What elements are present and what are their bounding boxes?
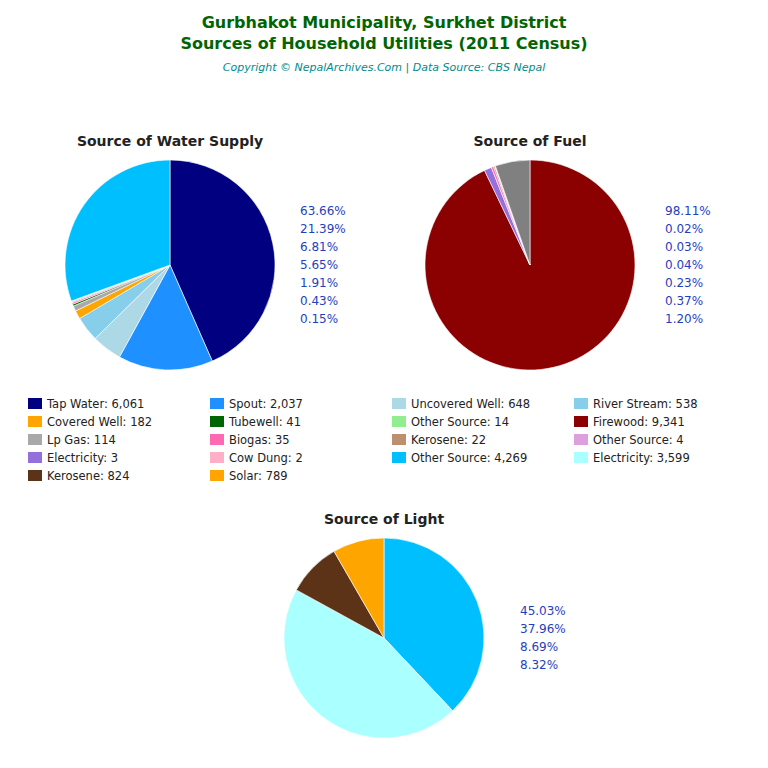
pie-title: Source of Fuel	[474, 133, 587, 149]
legend: Tap Water: 6,061 Spout: 2,037 Uncovered We…	[28, 397, 698, 483]
legend-swatch	[210, 416, 224, 427]
percent-label: 1.20%	[665, 312, 703, 326]
legend-label: River Stream: 538	[593, 397, 698, 411]
percent-label: 37.96%	[520, 622, 566, 636]
title-line: Sources of Household Utilities (2011 Cen…	[180, 34, 587, 53]
percent-label: 63.66%	[300, 204, 346, 218]
legend-label: Electricity: 3	[47, 451, 118, 465]
legend-swatch	[574, 398, 588, 409]
legend-label: Kerosene: 824	[47, 469, 129, 483]
chart-root: Gurbhakot Municipality, Surkhet District…	[0, 0, 768, 768]
legend-label: Other Source: 14	[411, 415, 509, 429]
legend-swatch	[392, 434, 406, 445]
percent-label: 6.81%	[300, 240, 338, 254]
title-line: Gurbhakot Municipality, Surkhet District	[202, 13, 567, 32]
legend-swatch	[574, 434, 588, 445]
legend-swatch	[28, 416, 42, 427]
percent-label: 45.03%	[520, 604, 566, 618]
pie-slice	[425, 160, 635, 370]
legend-label: Kerosene: 22	[411, 433, 486, 447]
percent-label: 21.39%	[300, 222, 346, 236]
legend-swatch	[210, 434, 224, 445]
pie-title: Source of Water Supply	[77, 133, 263, 149]
legend-swatch	[392, 398, 406, 409]
legend-label: Cow Dung: 2	[229, 451, 303, 465]
legend-swatch	[210, 398, 224, 409]
legend-label: Tubewell: 41	[228, 415, 301, 429]
title: Gurbhakot Municipality, Surkhet District…	[180, 13, 587, 53]
legend-swatch	[28, 434, 42, 445]
percent-label: 8.32%	[520, 658, 558, 672]
background	[0, 0, 768, 768]
percent-label: 98.11%	[665, 204, 711, 218]
legend-swatch	[210, 452, 224, 463]
subtitle: Copyright © NepalArchives.Com | Data Sou…	[223, 61, 545, 74]
pie-chart: Source of Light 45.03% 37.96% 8.69% 8.32%	[284, 511, 566, 738]
percent-label: 8.69%	[520, 640, 558, 654]
legend-label: Covered Well: 182	[47, 415, 152, 429]
legend-swatch	[210, 470, 224, 481]
legend-swatch	[28, 398, 42, 409]
legend-label: Solar: 789	[229, 469, 288, 483]
percent-label: 1.91%	[300, 276, 338, 290]
legend-swatch	[392, 416, 406, 427]
percent-label: 0.15%	[300, 312, 338, 326]
pie-slice	[495, 160, 530, 265]
percent-label: 5.65%	[300, 258, 338, 272]
legend-label: Biogas: 35	[229, 433, 290, 447]
legend-label: Tap Water: 6,061	[46, 397, 144, 411]
legend-swatch	[574, 452, 588, 463]
percent-label: 0.04%	[665, 258, 703, 272]
percent-label: 0.02%	[665, 222, 703, 236]
legend-label: Firewood: 9,341	[593, 415, 685, 429]
pie-slice	[65, 160, 170, 301]
legend-label: Other Source: 4	[593, 433, 684, 447]
percent-label: 0.23%	[665, 276, 703, 290]
legend-swatch	[28, 452, 42, 463]
pie-chart: Source of Fuel 98.11% 0.02% 0.03% 0.04% 0.23%…	[425, 133, 711, 370]
percent-label: 0.37%	[665, 294, 703, 308]
pie-chart: Source of Water Supply 63.66% 21.39% 6.81% 5…	[65, 133, 346, 370]
legend-swatch	[574, 416, 588, 427]
legend-label: Electricity: 3,599	[593, 451, 690, 465]
legend-label: Other Source: 4,269	[411, 451, 527, 465]
legend-swatch	[28, 470, 42, 481]
legend-label: Lp Gas: 114	[47, 433, 116, 447]
legend-label: Uncovered Well: 648	[411, 397, 530, 411]
legend-label: Spout: 2,037	[229, 397, 303, 411]
percent-label: 0.03%	[665, 240, 703, 254]
legend-swatch	[392, 452, 406, 463]
pie-title: Source of Light	[324, 511, 445, 527]
pie-slice	[334, 538, 384, 638]
percent-label: 0.43%	[300, 294, 338, 308]
